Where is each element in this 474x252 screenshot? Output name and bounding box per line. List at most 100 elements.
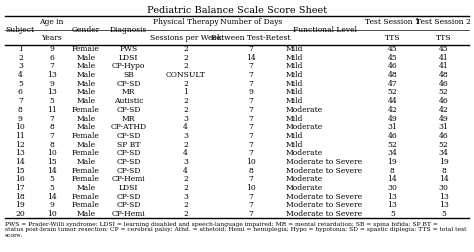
Text: Male: Male	[76, 88, 96, 97]
Text: 7: 7	[249, 71, 254, 79]
Text: 18: 18	[16, 193, 25, 201]
Text: Mild: Mild	[286, 132, 303, 140]
Text: 47: 47	[387, 80, 397, 88]
Text: 8: 8	[441, 167, 446, 175]
Text: 7: 7	[249, 201, 254, 209]
Text: 15: 15	[47, 158, 56, 166]
Text: 13: 13	[438, 193, 448, 201]
Text: 4: 4	[183, 123, 188, 131]
Text: Mild: Mild	[286, 141, 303, 149]
Text: 2: 2	[183, 210, 188, 218]
Text: Female: Female	[72, 201, 100, 209]
Text: 3: 3	[18, 62, 23, 70]
Text: Mild: Mild	[286, 80, 303, 88]
Text: 46: 46	[387, 62, 397, 70]
Text: 13: 13	[16, 149, 25, 157]
Text: Moderate to Severe: Moderate to Severe	[286, 210, 362, 218]
Text: Female: Female	[72, 149, 100, 157]
Text: Age in: Age in	[39, 18, 64, 26]
Text: 11: 11	[16, 132, 25, 140]
Text: 10: 10	[246, 184, 256, 192]
Text: Mild: Mild	[286, 71, 303, 79]
Text: 7: 7	[249, 141, 254, 149]
Text: 14: 14	[246, 54, 256, 62]
Text: 14: 14	[387, 175, 397, 183]
Text: 2: 2	[183, 106, 188, 114]
Text: 2: 2	[183, 175, 188, 183]
Text: Subject: Subject	[6, 26, 35, 34]
Text: 45: 45	[387, 54, 397, 62]
Text: Number of Days: Number of Days	[220, 18, 283, 26]
Text: 31: 31	[387, 123, 397, 131]
Text: 13: 13	[387, 201, 397, 209]
Text: Male: Male	[76, 80, 96, 88]
Text: 9: 9	[49, 201, 54, 209]
Text: Male: Male	[76, 97, 96, 105]
Text: LDSI: LDSI	[119, 54, 138, 62]
Text: 2: 2	[183, 141, 188, 149]
Text: 7: 7	[249, 175, 254, 183]
Text: 30: 30	[438, 184, 448, 192]
Text: 4: 4	[183, 167, 188, 175]
Text: Male: Male	[76, 54, 96, 62]
Text: 12: 12	[16, 141, 25, 149]
Text: 5: 5	[18, 80, 23, 88]
Text: 5: 5	[441, 210, 446, 218]
Text: 8: 8	[390, 167, 395, 175]
Text: Moderate to Severe: Moderate to Severe	[286, 167, 362, 175]
Text: Mild: Mild	[286, 88, 303, 97]
Text: 2: 2	[18, 54, 23, 62]
Text: 7: 7	[49, 132, 54, 140]
Text: Male: Male	[76, 123, 96, 131]
Text: 46: 46	[387, 132, 397, 140]
Text: Female: Female	[72, 193, 100, 201]
Text: 19: 19	[387, 158, 397, 166]
Text: TTS: TTS	[384, 34, 400, 42]
Text: 46: 46	[439, 97, 448, 105]
Text: Mild: Mild	[286, 54, 303, 62]
Text: 7: 7	[249, 123, 254, 131]
Text: 7: 7	[249, 149, 254, 157]
Text: 7: 7	[249, 193, 254, 201]
Text: CP-SD: CP-SD	[117, 149, 141, 157]
Text: 7: 7	[249, 80, 254, 88]
Text: 49: 49	[387, 114, 397, 122]
Text: Moderate: Moderate	[286, 184, 323, 192]
Text: Moderate: Moderate	[286, 175, 323, 183]
Text: 7: 7	[249, 97, 254, 105]
Text: 41: 41	[439, 54, 448, 62]
Text: 3: 3	[183, 132, 188, 140]
Text: 19: 19	[16, 201, 25, 209]
Text: Male: Male	[76, 114, 96, 122]
Text: 13: 13	[387, 193, 397, 201]
Text: LDSI: LDSI	[119, 184, 138, 192]
Text: Diagnosis: Diagnosis	[110, 26, 147, 34]
Text: 2: 2	[183, 201, 188, 209]
Text: 7: 7	[249, 45, 254, 53]
Text: Male: Male	[76, 184, 96, 192]
Text: 46: 46	[439, 80, 448, 88]
Text: 9: 9	[49, 80, 54, 88]
Text: CP-SD: CP-SD	[117, 201, 141, 209]
Text: 1: 1	[18, 45, 23, 53]
Text: 13: 13	[438, 201, 448, 209]
Text: 7: 7	[249, 62, 254, 70]
Text: CP-SD: CP-SD	[117, 80, 141, 88]
Text: Moderate to Severe: Moderate to Severe	[286, 201, 362, 209]
Text: MR: MR	[122, 114, 136, 122]
Text: 6: 6	[49, 54, 54, 62]
Text: CONSULT: CONSULT	[166, 71, 206, 79]
Text: 7: 7	[49, 62, 54, 70]
Text: Test Session 2: Test Session 2	[416, 18, 471, 26]
Text: Moderate: Moderate	[286, 106, 323, 114]
Text: Autistic: Autistic	[114, 97, 144, 105]
Text: 13: 13	[47, 88, 57, 97]
Text: 6: 6	[18, 88, 23, 97]
Text: Male: Male	[76, 141, 96, 149]
Text: PWS = Prader-Willi syndrome; LDSI = learning disabled and speech-language impair: PWS = Prader-Willi syndrome; LDSI = lear…	[5, 222, 466, 238]
Text: 7: 7	[249, 210, 254, 218]
Text: 3: 3	[183, 158, 188, 166]
Text: Female: Female	[72, 106, 100, 114]
Text: Pediatric Balance Scale Score Sheet: Pediatric Balance Scale Score Sheet	[147, 6, 327, 15]
Text: SP BT: SP BT	[117, 141, 140, 149]
